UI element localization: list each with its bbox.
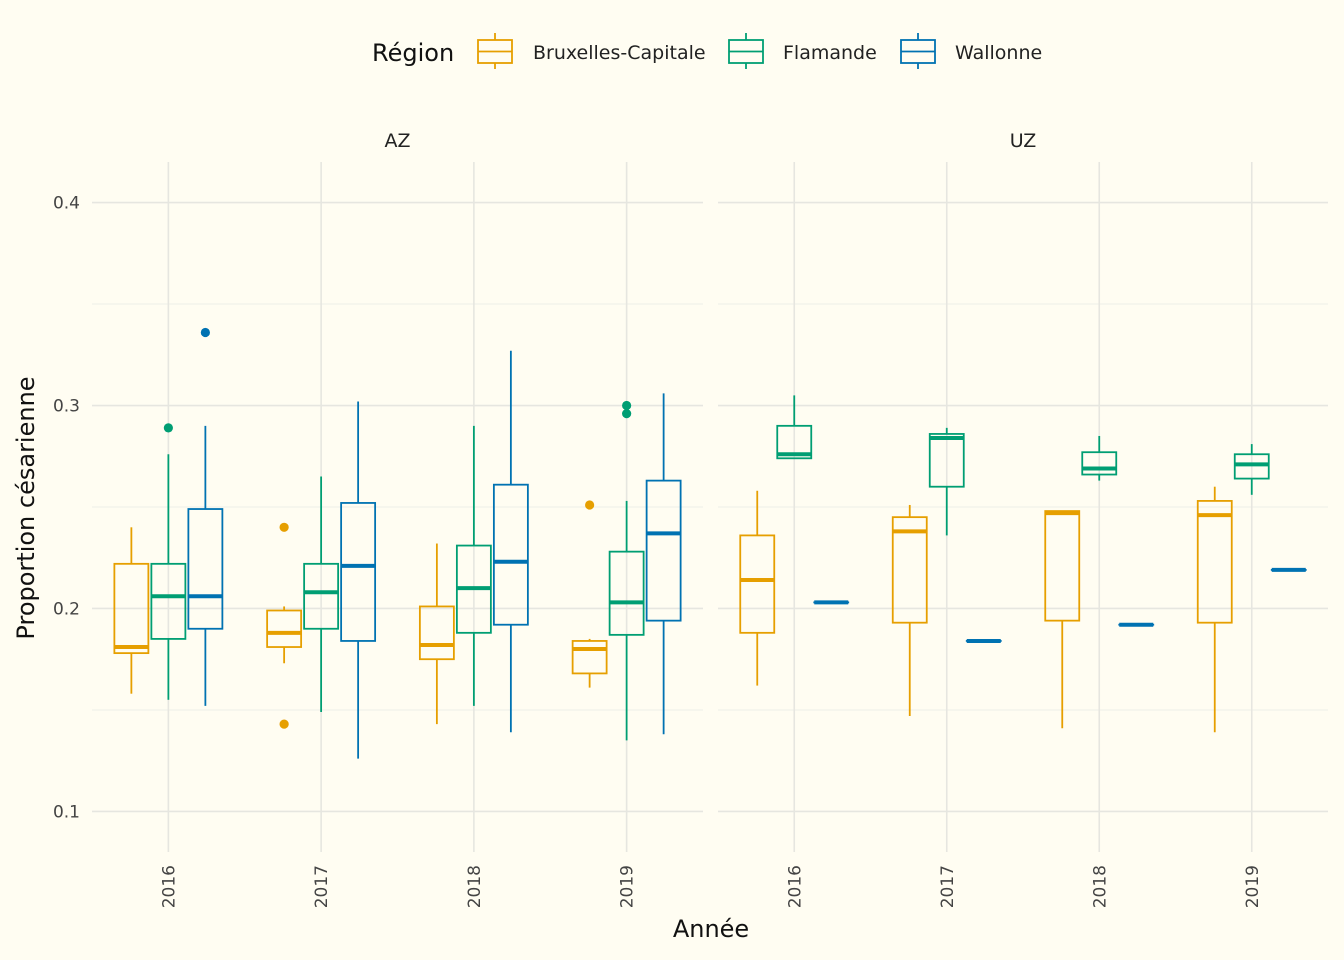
facet-strip-label: AZ (384, 130, 410, 152)
boxplot-az-2017-wallonne (340, 401, 377, 759)
y-tick-label: 0.4 (53, 194, 80, 214)
outlier-point (622, 409, 632, 419)
boxplot-az-2016-bruxelles-capitale (113, 527, 150, 694)
box (113, 562, 150, 655)
box (150, 562, 187, 640)
boxplot-uz-2019-bruxelles-capitale (1196, 486, 1233, 733)
outlier-point (622, 400, 632, 411)
boxplot-az-2019-bruxelles-capitale (571, 500, 608, 688)
boxplot-az-2018-bruxelles-capitale (418, 543, 455, 725)
boxplot-az-2018-flamande (455, 425, 492, 706)
x-tick-label: 2017 (312, 865, 332, 908)
box (187, 508, 224, 630)
legend-label: Bruxelles-Capitale (533, 42, 706, 64)
boxplot-az-2017-flamande (303, 476, 340, 712)
boxplot-az-2017-bruxelles-capitale (266, 522, 303, 729)
x-tick-label: 2018 (1090, 865, 1110, 908)
legend-label: Wallonne (955, 42, 1042, 64)
box (1081, 451, 1118, 476)
x-tick-label: 2019 (618, 865, 638, 908)
outlier-point (163, 423, 173, 433)
outlier-point (279, 522, 289, 532)
facet-panel-az: AZ 0.1 0.2 0.3 0.4 2016 2017 2018 2019 (53, 130, 703, 908)
box (928, 433, 965, 488)
boxplot-uz-2018-flamande (1081, 435, 1118, 481)
box (340, 502, 377, 642)
box (303, 562, 340, 630)
facet-panel-uz: UZ 2016 2017 2018 2019 (718, 130, 1328, 908)
x-tick-label: 2016 (159, 865, 179, 908)
facet-panels: AZ 0.1 0.2 0.3 0.4 2016 2017 2018 2019 UZ 2016 2017… (53, 130, 1328, 908)
outlier-point (200, 327, 210, 338)
box (571, 640, 608, 675)
box (645, 479, 682, 622)
box (891, 516, 928, 624)
boxplot-uz-2017-bruxelles-capitale (891, 504, 928, 717)
x-tick-label: 2019 (1243, 865, 1263, 908)
boxplot-az-2019-flamande (608, 400, 645, 741)
box (739, 534, 776, 634)
legend-item-wallonne: Wallonne (900, 33, 1042, 69)
boxplot-az-2019-wallonne (645, 393, 682, 735)
x-axis-title: Année (673, 915, 749, 943)
box (608, 550, 645, 636)
legend-item-bruxelles-capitale: Bruxelles-Capitale (477, 33, 706, 69)
facet-strip-label: UZ (1010, 130, 1037, 152)
box (418, 605, 455, 661)
boxplot-az-2016-wallonne (187, 327, 224, 706)
y-tick-label: 0.3 (53, 397, 80, 417)
boxplot-uz-2019-flamande (1233, 444, 1270, 495)
box (776, 424, 813, 460)
x-tick-label: 2017 (938, 865, 958, 908)
x-tick-label: 2018 (465, 865, 485, 908)
y-tick-label: 0.1 (53, 802, 80, 822)
legend-title: Région (372, 39, 454, 67)
legend: Région Bruxelles-Capitale Flamande Wallonn… (372, 33, 1042, 69)
boxplot-az-2018-wallonne (492, 350, 529, 733)
outlier-point (279, 719, 289, 729)
legend-item-flamande: Flamande (728, 33, 877, 69)
box (492, 483, 529, 626)
box (266, 609, 303, 648)
boxplot-uz-2016-bruxelles-capitale (739, 490, 776, 686)
x-tick-label: 2016 (785, 865, 805, 908)
box (1196, 500, 1233, 624)
box (1233, 453, 1270, 480)
outlier-point (585, 500, 595, 510)
boxplot-uz-2017-flamande (928, 427, 965, 536)
box (1044, 510, 1081, 622)
boxplot-uz-2016-flamande (776, 395, 813, 460)
boxplot-az-2016-flamande (150, 423, 187, 700)
y-tick-label: 0.2 (53, 599, 80, 619)
legend-label: Flamande (783, 42, 877, 64)
y-axis-title: Proportion césarienne (12, 376, 40, 639)
boxplot-uz-2018-bruxelles-capitale (1044, 510, 1081, 729)
